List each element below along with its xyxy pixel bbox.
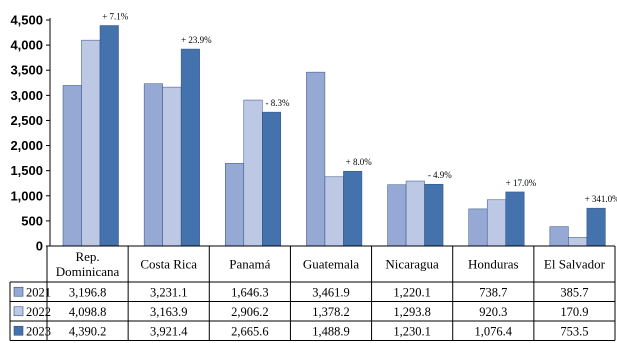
y-tick-label: 500 bbox=[21, 213, 43, 228]
table-cell: 3,921.4 bbox=[150, 324, 188, 338]
legend-label: 2022 bbox=[26, 305, 51, 319]
bar-2023 bbox=[505, 191, 525, 247]
table-cell: 1,230.1 bbox=[393, 324, 431, 338]
bar-2023 bbox=[343, 170, 363, 247]
bar-2021 bbox=[549, 226, 569, 247]
change-annotations: + 7.1% + 23.9% - 8.3% + 8.0% - 4.9% + 17.0% + … bbox=[102, 12, 617, 205]
y-tick-label: 3,000 bbox=[10, 88, 43, 103]
table-cell: 4,098.8 bbox=[69, 305, 107, 319]
y-tick-label: 4,500 bbox=[10, 13, 43, 28]
change-annotation: + 7.1% bbox=[102, 12, 129, 22]
bar-2023 bbox=[424, 183, 444, 247]
y-tick-label: 1,000 bbox=[10, 188, 43, 203]
table-cell: 1,646.3 bbox=[231, 285, 269, 299]
bar-2022 bbox=[324, 176, 344, 247]
category-label: Panamá bbox=[229, 257, 270, 272]
bar-2022 bbox=[486, 199, 506, 247]
y-tick-label: 3,500 bbox=[10, 63, 43, 78]
table-cell: 753.5 bbox=[560, 324, 588, 338]
table-cell: 1,378.2 bbox=[312, 305, 350, 319]
y-tick-label: 0 bbox=[36, 239, 43, 254]
bar-2021 bbox=[62, 85, 82, 247]
category-label: Honduras bbox=[468, 257, 519, 272]
table-cell: 1,220.1 bbox=[393, 285, 431, 299]
bar-2021 bbox=[468, 208, 488, 247]
bar-2022 bbox=[162, 86, 182, 247]
table-cell: 1,076.4 bbox=[475, 324, 513, 338]
table-cell: 2,906.2 bbox=[231, 305, 269, 319]
category-label: Dominicana bbox=[56, 264, 120, 279]
table-cell: 385.7 bbox=[560, 285, 588, 299]
bar-2022 bbox=[81, 39, 101, 247]
legend-swatch-2023 bbox=[13, 325, 24, 336]
legend-swatch-2022 bbox=[13, 306, 24, 317]
table-cell: 3,163.9 bbox=[150, 305, 188, 319]
legend-swatch-2021 bbox=[13, 286, 24, 297]
legend-label: 2023 bbox=[26, 324, 51, 338]
table-cell: 3,461.9 bbox=[312, 285, 350, 299]
category-label: Guatemala bbox=[303, 257, 360, 272]
bar-2023 bbox=[262, 111, 282, 247]
table-cell: 920.3 bbox=[479, 305, 507, 319]
category-label: Rep. bbox=[75, 249, 99, 264]
table-cell: 3,196.8 bbox=[69, 285, 107, 299]
table-cell: 738.7 bbox=[479, 285, 507, 299]
category-label: El Salvador bbox=[544, 257, 606, 272]
bar-2021 bbox=[225, 163, 245, 247]
bar-2023 bbox=[180, 48, 200, 247]
change-annotation: - 4.9% bbox=[428, 170, 452, 180]
bar-2022 bbox=[568, 237, 588, 247]
y-tick-label: 4,000 bbox=[10, 38, 43, 53]
y-tick-label: 2,500 bbox=[10, 113, 43, 128]
bar-2023 bbox=[586, 207, 606, 247]
bar-2021 bbox=[306, 71, 326, 247]
bar-2021 bbox=[143, 83, 163, 247]
change-annotation: - 8.3% bbox=[266, 98, 290, 108]
y-axis: 0 500 1,000 1,500 2,000 2,500 3,000 3,500 4,000 4… bbox=[10, 13, 51, 254]
table-cell: 3,231.1 bbox=[150, 285, 188, 299]
bar-2023 bbox=[99, 25, 119, 247]
category-label: Nicaragua bbox=[385, 257, 439, 272]
change-annotation: + 23.9% bbox=[181, 35, 212, 45]
table-cell: 170.9 bbox=[560, 305, 588, 319]
y-tick-label: 2,000 bbox=[10, 138, 43, 153]
bar-2022 bbox=[243, 99, 263, 247]
table-cell: 2,665.6 bbox=[231, 324, 269, 338]
table-cell: 1,488.9 bbox=[312, 324, 350, 338]
bar-2022 bbox=[405, 180, 425, 247]
change-annotation: + 17.0% bbox=[506, 178, 537, 188]
table-cell: 1,293.8 bbox=[393, 305, 431, 319]
table-cell: 4,390.2 bbox=[69, 324, 107, 338]
data-table: Rep.Dominicana Costa Rica Panamá Guatemala N… bbox=[9, 245, 616, 341]
bar-2021 bbox=[387, 184, 407, 247]
change-annotation: + 341.0% bbox=[585, 194, 617, 204]
change-annotation: + 8.0% bbox=[346, 157, 373, 167]
bars bbox=[62, 25, 606, 247]
y-tick-label: 1,500 bbox=[10, 163, 43, 178]
category-label: Costa Rica bbox=[140, 257, 197, 272]
legend-label: 2021 bbox=[26, 285, 51, 299]
